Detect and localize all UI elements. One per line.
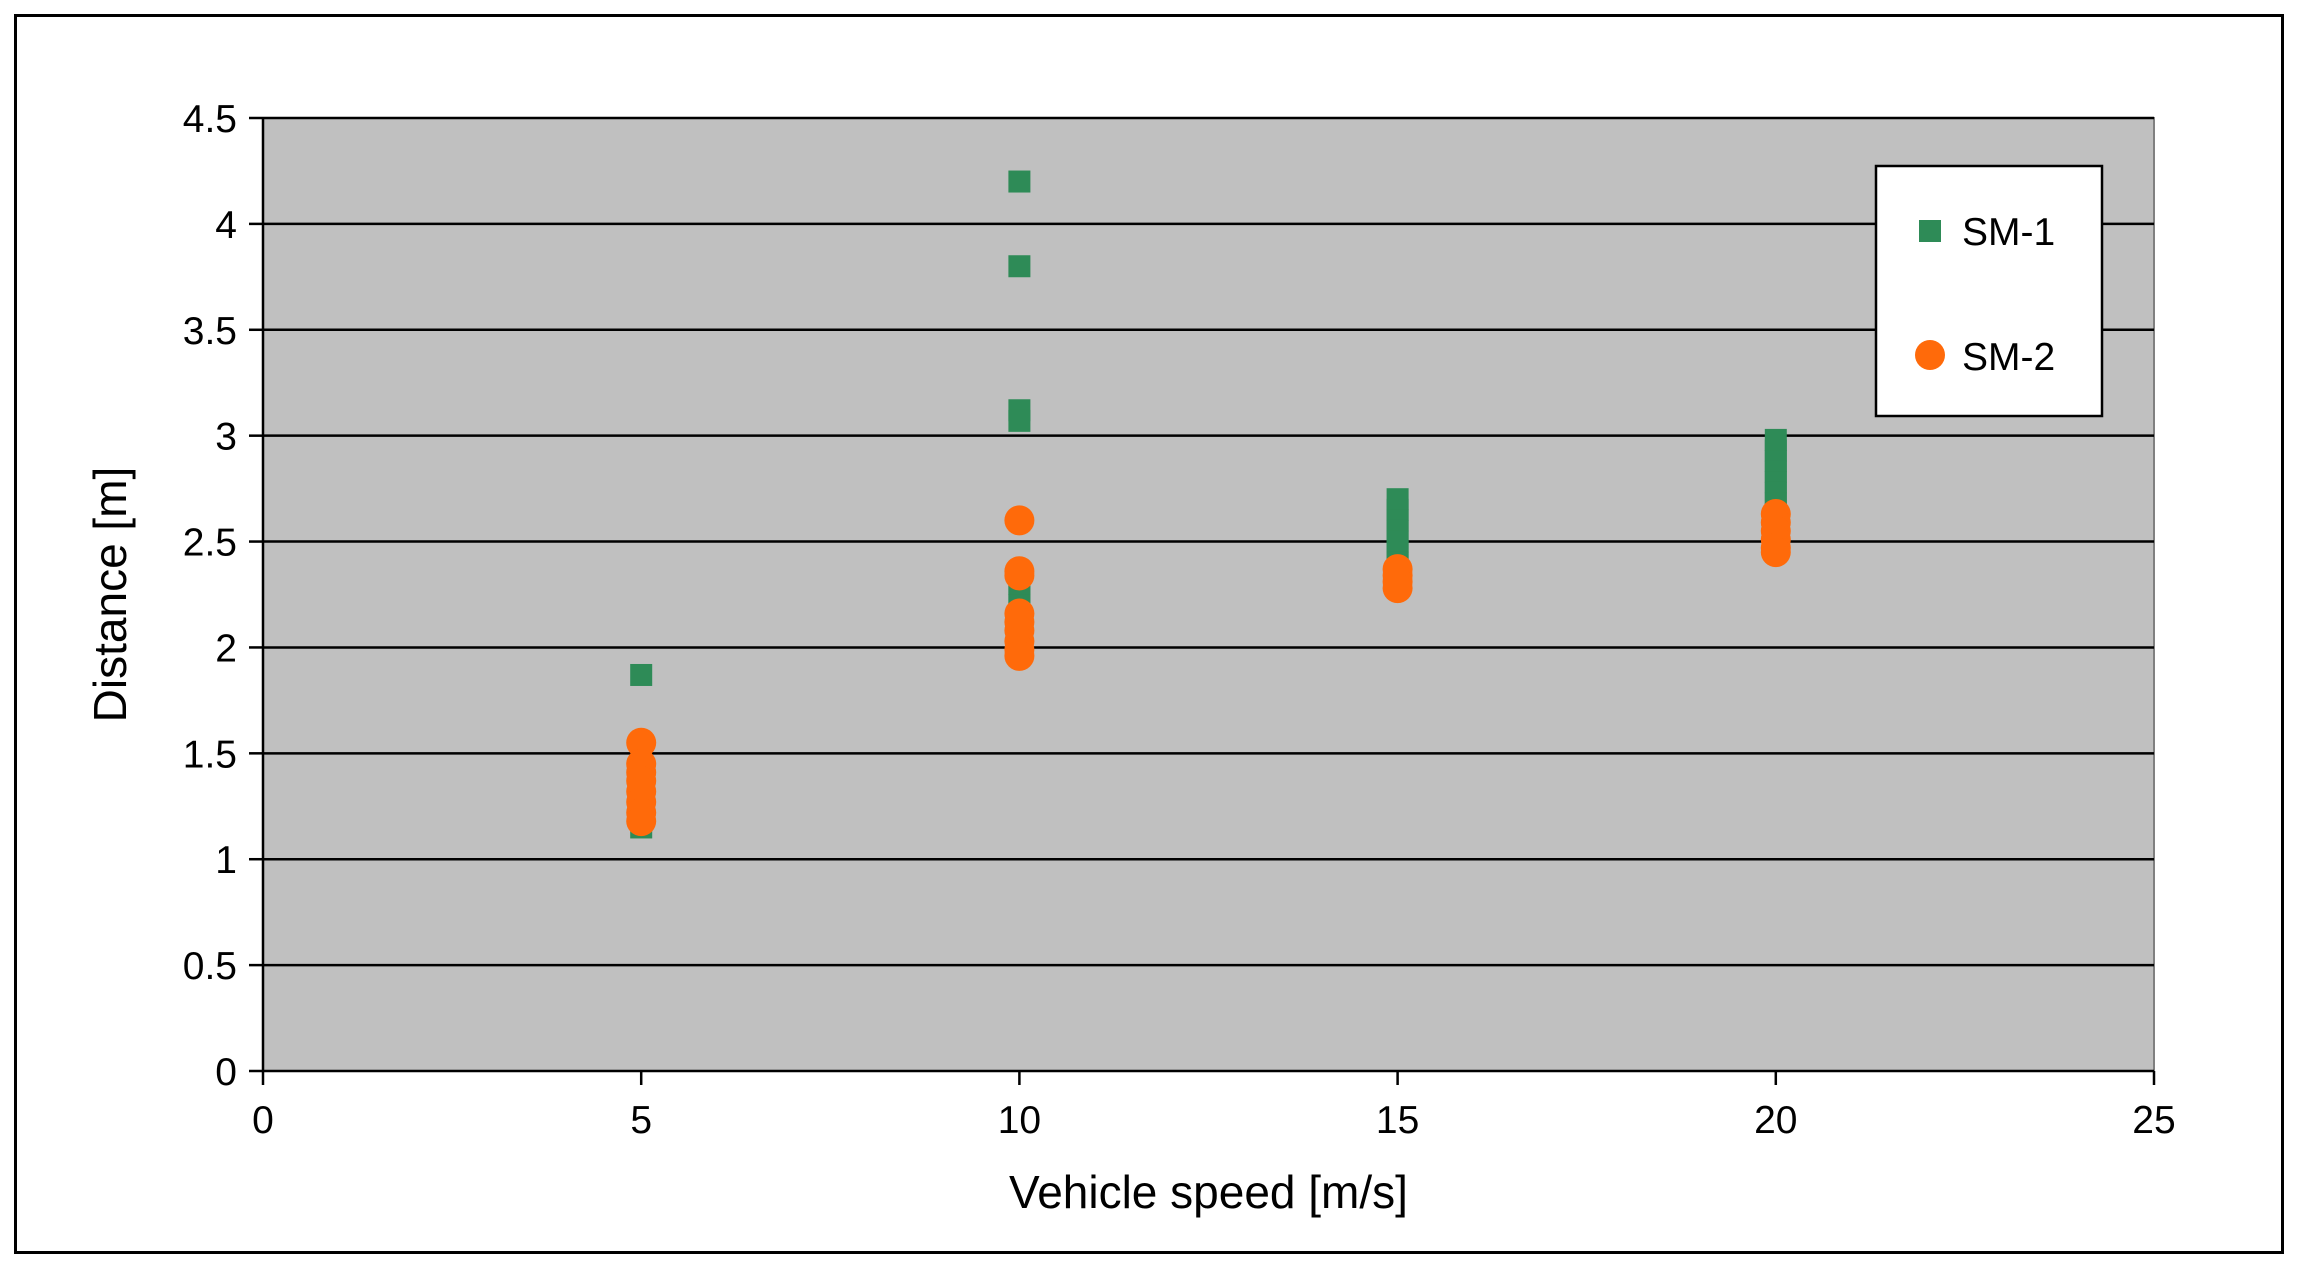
legend-label-sm-2: SM-2 — [1962, 336, 2055, 379]
point-sm-2-10 — [1004, 560, 1035, 591]
y-tick-label-5: 2.5 — [183, 522, 237, 565]
y-tick-label-8: 4 — [215, 204, 237, 247]
data-points — [626, 170, 1791, 839]
y-tick-label-7: 3.5 — [183, 310, 237, 353]
y-tick-label-0: 0 — [215, 1051, 237, 1094]
x-axis-ticks: 0 5 10 15 20 25 — [252, 1071, 2176, 1142]
y-tick-label-6: 3 — [215, 416, 237, 459]
point-sm-2-16 — [1004, 640, 1035, 671]
point-sm-2-26 — [1760, 537, 1791, 568]
grid-lines — [263, 116, 2154, 967]
legend-box — [1874, 164, 2104, 418]
y-tick-label-4: 2 — [215, 627, 237, 670]
point-sm-2-7 — [626, 806, 657, 837]
plot-background — [262, 117, 2155, 1072]
point-sm-1-0 — [630, 663, 653, 686]
point-sm-1-7 — [1008, 409, 1031, 432]
point-sm-2-0 — [626, 727, 657, 758]
x-tick-label-3: 15 — [1376, 1099, 1419, 1142]
legend: SM-1 SM-2 — [1874, 164, 2104, 418]
x-tick-label-1: 5 — [630, 1099, 652, 1142]
point-sm-1-5 — [1008, 255, 1031, 278]
point-sm-1-4 — [1008, 170, 1031, 193]
legend-marker-sm-2 — [1915, 340, 1945, 370]
x-tick-label-0: 0 — [252, 1099, 274, 1142]
x-tick-label-4: 20 — [1754, 1099, 1797, 1142]
y-axis-ticks: 0 0.5 1 1.5 2 2.5 3 3.5 4 4.5 — [183, 98, 263, 1094]
series-sm-2 — [626, 499, 1791, 837]
x-tick-label-5: 25 — [2132, 1099, 2175, 1142]
x-axis-title: Vehicle speed [m/s] — [1009, 1166, 1408, 1218]
x-tick-label-2: 10 — [998, 1099, 1041, 1142]
y-tick-label-9: 4.5 — [183, 98, 237, 141]
point-sm-2-20 — [1382, 573, 1413, 604]
legend-marker-sm-1 — [1919, 220, 1941, 242]
point-sm-2-8 — [1004, 505, 1035, 536]
y-axis-title: Distance [m] — [84, 467, 136, 723]
y-tick-label-3: 1.5 — [183, 733, 237, 776]
y-tick-label-1: 0.5 — [183, 945, 237, 988]
legend-label-sm-1: SM-1 — [1962, 211, 2055, 254]
y-tick-label-2: 1 — [215, 839, 237, 882]
axes — [261, 118, 2154, 1073]
